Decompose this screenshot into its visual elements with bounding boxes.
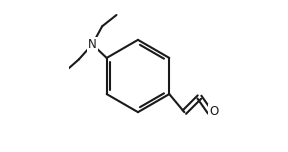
Text: O: O: [209, 105, 218, 118]
Text: N: N: [88, 38, 97, 51]
